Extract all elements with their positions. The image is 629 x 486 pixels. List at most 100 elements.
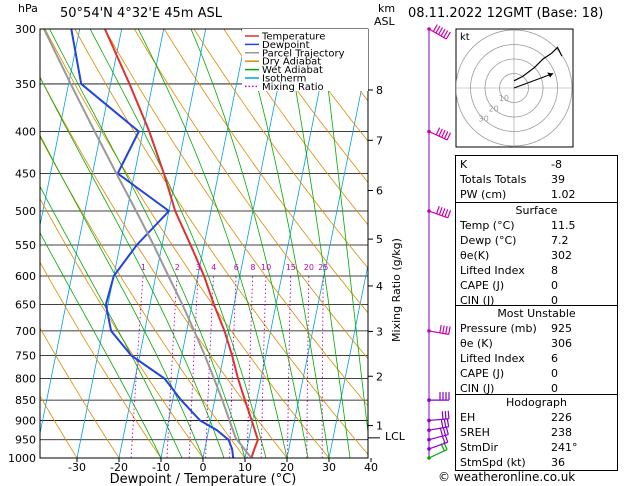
index-row: CAPE (J) 0 [456, 366, 617, 381]
index-label: Lifted Index [460, 264, 525, 277]
index-label: Pressure (mb) [460, 322, 537, 335]
legend-label: Mixing Ratio [262, 82, 324, 93]
dry-adiabat [40, 327, 120, 458]
wind-barb [427, 127, 452, 141]
index-value: 0 [551, 382, 558, 395]
mixing-ratio-tick-label: 6 [234, 263, 239, 272]
hpa-label: hPa [18, 2, 38, 15]
wet-adiabat [89, 29, 267, 458]
legend-label: Wet Adiabat [262, 65, 323, 76]
index-label: CAPE (J) [460, 279, 505, 292]
km-tick-label: 7 [376, 134, 383, 147]
isotherm [40, 29, 123, 436]
wind-barb-feather [432, 24, 438, 32]
km-tick-label: 2 [376, 370, 383, 383]
mixing-ratio-line [229, 275, 237, 458]
surface-panel: Surface Temp (°C) 11.5 Dewp (°C) 7.2 θe(K) 30… [455, 202, 618, 309]
mixing-ratio-line [130, 275, 144, 458]
index-label: Temp (°C) [460, 219, 515, 232]
series-line-parcel-trajectory [43, 29, 253, 458]
pressure-tick-label: 450 [15, 168, 36, 181]
mixing-ratio-tick-label: 1 [141, 263, 146, 272]
wind-barb-feather [441, 129, 446, 138]
isotherm [244, 29, 333, 458]
wind-barb [427, 442, 448, 460]
wind-barb [427, 426, 449, 442]
index-value: 6 [551, 352, 558, 365]
index-row: SREH 238 [456, 425, 617, 440]
pressure-tick-label: 950 [15, 434, 36, 447]
wind-barb-feather [435, 127, 441, 136]
wind-barb [427, 410, 450, 423]
index-value: 226 [551, 411, 572, 424]
wind-barb-feather [440, 28, 446, 37]
wind-barb-feather [447, 210, 452, 219]
isotherm [76, 29, 165, 458]
hodograph-panel: Hodograph EH 226 SREH 238 StmDir 241° StmSpd (… [455, 394, 618, 471]
km-tick-label: 8 [376, 84, 383, 97]
dry-adiabat [253, 29, 368, 184]
index-label: K [460, 158, 468, 171]
wet-adiabat [284, 29, 351, 458]
index-label: Totals Totals [460, 173, 527, 186]
hodograph-ring-label: 30 [479, 115, 489, 124]
km-tick-label: 5 [376, 233, 383, 246]
wind-barb-feather [438, 27, 444, 35]
pressure-tick-label: 750 [15, 350, 36, 363]
wind-barb-feather [438, 128, 443, 137]
index-label: StmSpd (kt) [460, 456, 526, 469]
wind-barb-shaft [428, 441, 448, 450]
wind-barb-feather [444, 209, 449, 218]
mixing-ratio-line [306, 275, 310, 458]
mixing-ratio-tick-label: 2 [175, 263, 180, 272]
pressure-tick-label: 850 [15, 394, 36, 407]
index-row: CAPE (J) 0 [456, 278, 617, 293]
copyright-text: © weatheronline.co.uk [438, 470, 576, 484]
wind-barb-feather [440, 419, 444, 428]
km-tick-label: 3 [376, 325, 383, 338]
index-value: 11.5 [551, 219, 576, 232]
index-pw: PW (cm) 1.02 [456, 187, 617, 202]
dry-adiabat [193, 29, 368, 269]
index-label: θe (K) [460, 337, 493, 350]
index-row: Dewp (°C) 7.2 [456, 233, 617, 248]
isotherm [371, 29, 458, 458]
mixing-ratio-tick-label: 15 [286, 263, 296, 272]
index-k: K -8 [456, 157, 617, 172]
wet-adiabat [190, 29, 309, 458]
pressure-tick-label: 500 [15, 205, 36, 218]
dry-adiabat [40, 76, 288, 458]
location-header: 50°54'N 4°32'E 45m ASL [60, 6, 222, 21]
index-row: Lifted Index 6 [456, 351, 617, 366]
isotherm [286, 55, 368, 458]
profiles [43, 29, 259, 458]
hodograph-kt-label: kt [460, 32, 470, 43]
wind-barb-feather [443, 30, 449, 38]
mixing-ratio-line [287, 275, 292, 458]
mixing-ratio-axis-label: Mixing Ratio (g/kg) [390, 238, 403, 342]
index-label: CIN (J) [460, 294, 495, 307]
temperature-tick-label: 10 [238, 461, 252, 474]
x-axis-title: Dewpoint / Temperature (°C) [110, 472, 297, 486]
wind-barb-feather [443, 419, 447, 428]
series-line-dewpoint [70, 29, 235, 458]
legend-label: Temperature [261, 32, 325, 43]
index-row: θe(K) 302 [456, 248, 617, 263]
mixing-ratio-line [246, 275, 254, 458]
isotherm [328, 262, 368, 458]
dry-adiabat [44, 29, 330, 458]
isotherm [40, 29, 81, 228]
pressure-tick-label: 550 [15, 239, 36, 252]
index-label: SREH [460, 426, 490, 439]
index-row: Pressure (mb) 925 [456, 321, 617, 336]
dry-adiabat [40, 261, 162, 458]
dry-adiabat [223, 29, 368, 226]
wind-barb-feather [441, 208, 446, 217]
lcl-label: LCL [385, 430, 406, 443]
pressure-tick-label: 1000 [8, 452, 36, 465]
pressure-tick-label: 900 [15, 415, 36, 428]
dry-adiabat [40, 395, 78, 458]
plot-frame [39, 28, 369, 459]
